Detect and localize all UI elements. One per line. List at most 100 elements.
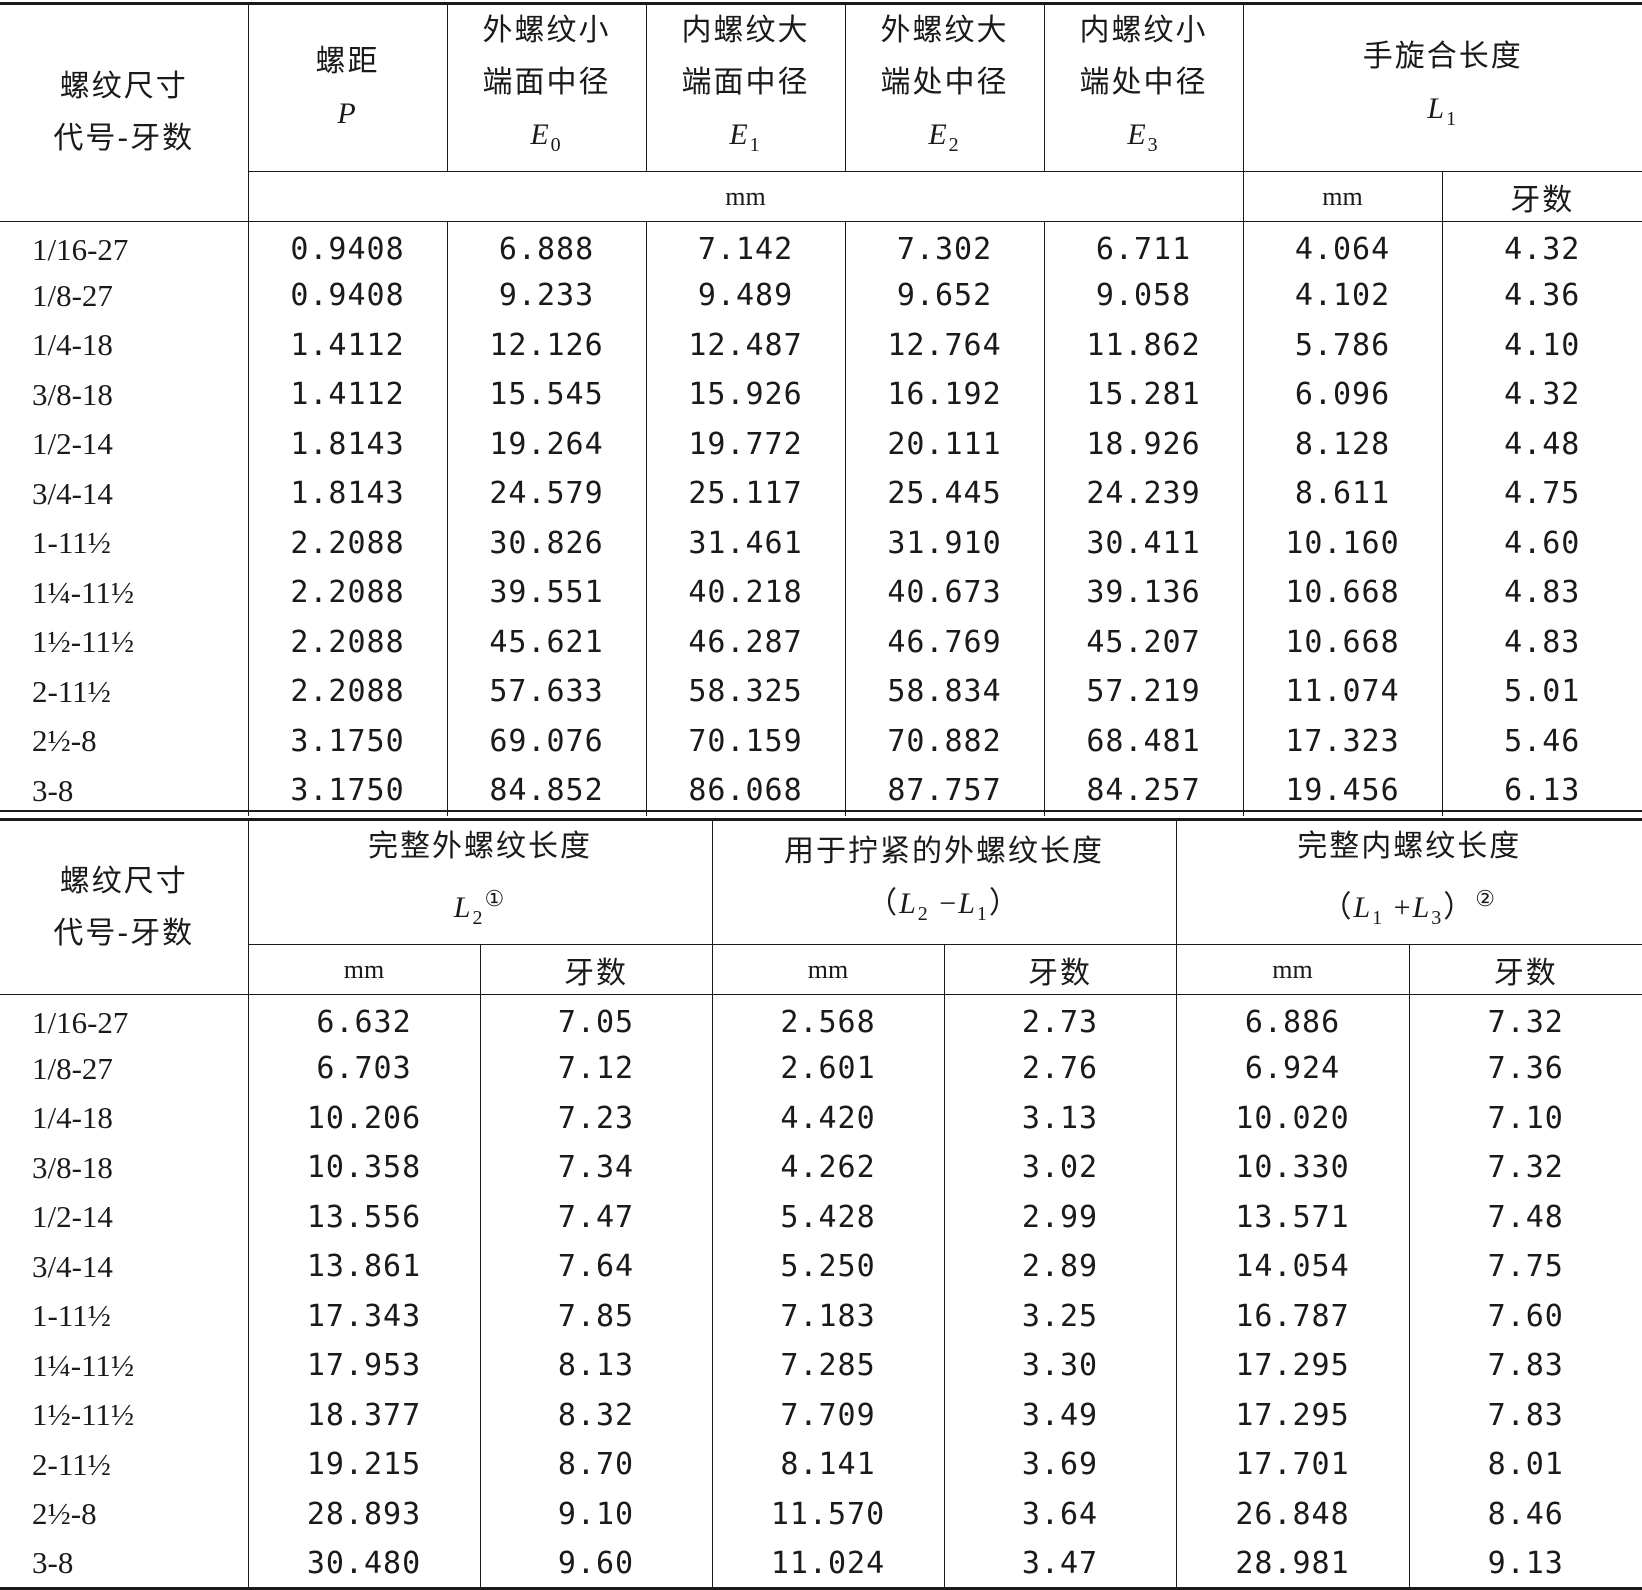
value-cell: 7.36 [1409, 1044, 1642, 1094]
value-cell: 7.05 [480, 995, 712, 1045]
header-l2: 完整外螺纹长度 L2① [248, 820, 712, 945]
unit-mm-inner: mm [1176, 945, 1409, 995]
value-cell: 4.83 [1442, 568, 1642, 618]
header-row-2: 螺纹尺寸 代号-牙数 完整外螺纹长度 L2① 用于拧紧的外螺纹长度 （L2 −L… [0, 820, 1642, 945]
value-cell: 4.32 [1442, 370, 1642, 420]
value-cell: 25.445 [845, 469, 1044, 519]
value-cell: 40.218 [646, 568, 845, 618]
value-cell: 16.787 [1176, 1292, 1409, 1342]
value-cell: 1.8143 [248, 420, 447, 470]
value-cell: 57.633 [447, 667, 646, 717]
value-cell: 45.621 [447, 618, 646, 668]
header-l1-label: 手旋合长度 [1244, 31, 1642, 83]
thread-size-cell: 3-8 [0, 1539, 248, 1589]
value-cell: 7.83 [1409, 1341, 1642, 1391]
thread-size-cell: 1-11½ [0, 519, 248, 569]
value-cell: 15.281 [1044, 370, 1243, 420]
header-l1-symbol: L1 [1244, 83, 1642, 145]
unit-mm-l2: mm [248, 945, 480, 995]
table-divider [0, 810, 1642, 812]
value-cell: 11.862 [1044, 321, 1243, 371]
value-cell: 5.428 [712, 1193, 944, 1243]
value-cell: 13.861 [248, 1242, 480, 1292]
value-cell: 19.215 [248, 1440, 480, 1490]
header-l2-symbol: L2① [249, 873, 712, 944]
value-cell: 1.4112 [248, 321, 447, 371]
value-cell: 7.10 [1409, 1094, 1642, 1144]
thread-size-cell: 1½-11½ [0, 1391, 248, 1441]
header-tight-formula: （L2 −L1） [713, 878, 1176, 940]
value-cell: 5.46 [1442, 717, 1642, 767]
value-cell: 58.834 [845, 667, 1044, 717]
header-size-2: 螺纹尺寸 代号-牙数 [0, 820, 248, 995]
thread-size-cell: 2-11½ [0, 1440, 248, 1490]
value-cell: 6.096 [1243, 370, 1442, 420]
value-cell: 7.709 [712, 1391, 944, 1441]
value-cell: 2.99 [944, 1193, 1176, 1243]
header-e3-label: 内螺纹小 端处中径 [1045, 5, 1243, 109]
value-cell: 2.601 [712, 1044, 944, 1094]
value-cell: 30.411 [1044, 519, 1243, 569]
value-cell: 2.76 [944, 1044, 1176, 1094]
value-cell: 13.556 [248, 1193, 480, 1243]
value-cell: 26.848 [1176, 1490, 1409, 1540]
value-cell: 8.01 [1409, 1440, 1642, 1490]
value-cell: 3.69 [944, 1440, 1176, 1490]
value-cell: 11.024 [712, 1539, 944, 1589]
value-cell: 2.89 [944, 1242, 1176, 1292]
header-inner: 完整内螺纹长度 （L1 +L3）② [1176, 820, 1642, 945]
value-cell: 4.83 [1442, 618, 1642, 668]
value-cell: 24.239 [1044, 469, 1243, 519]
value-cell: 84.257 [1044, 766, 1243, 816]
value-cell: 7.183 [712, 1292, 944, 1342]
header-e1-label: 内螺纹大 端面中径 [647, 5, 845, 109]
value-cell: 7.47 [480, 1193, 712, 1243]
value-cell: 2.2088 [248, 568, 447, 618]
thread-size-cell: 3-8 [0, 766, 248, 816]
unit-mm-l1: mm [1243, 172, 1442, 222]
value-cell: 20.111 [845, 420, 1044, 470]
thread-size-cell: 3/4-14 [0, 469, 248, 519]
value-cell: 10.020 [1176, 1094, 1409, 1144]
thread-size-cell: 1/2-14 [0, 1193, 248, 1243]
header-l1: 手旋合长度 L1 [1243, 4, 1642, 172]
value-cell: 10.160 [1243, 519, 1442, 569]
value-cell: 46.287 [646, 618, 845, 668]
value-cell: 12.487 [646, 321, 845, 371]
value-cell: 2.2088 [248, 667, 447, 717]
value-cell: 39.136 [1044, 568, 1243, 618]
value-cell: 17.295 [1176, 1391, 1409, 1441]
value-cell: 6.703 [248, 1044, 480, 1094]
header-l2-label: 完整外螺纹长度 [249, 821, 712, 873]
header-e1: 内螺纹大 端面中径 E1 [646, 4, 845, 172]
header-e0-symbol: E0 [448, 109, 646, 171]
value-cell: 3.47 [944, 1539, 1176, 1589]
value-cell: 31.461 [646, 519, 845, 569]
value-cell: 2.2088 [248, 618, 447, 668]
value-cell: 6.886 [1176, 995, 1409, 1045]
header-e2-label: 外螺纹大 端处中径 [846, 5, 1044, 109]
thread-size-cell: 1/16-27 [0, 995, 248, 1045]
thread-size-cell: 1/16-27 [0, 222, 248, 272]
value-cell: 5.786 [1243, 321, 1442, 371]
value-cell: 8.128 [1243, 420, 1442, 470]
value-cell: 68.481 [1044, 717, 1243, 767]
header-pitch: 螺距 P [248, 4, 447, 172]
value-cell: 19.772 [646, 420, 845, 470]
value-cell: 6.632 [248, 995, 480, 1045]
value-cell: 28.893 [248, 1490, 480, 1540]
unit-mm-tight: mm [712, 945, 944, 995]
value-cell: 7.23 [480, 1094, 712, 1144]
value-cell: 30.480 [248, 1539, 480, 1589]
